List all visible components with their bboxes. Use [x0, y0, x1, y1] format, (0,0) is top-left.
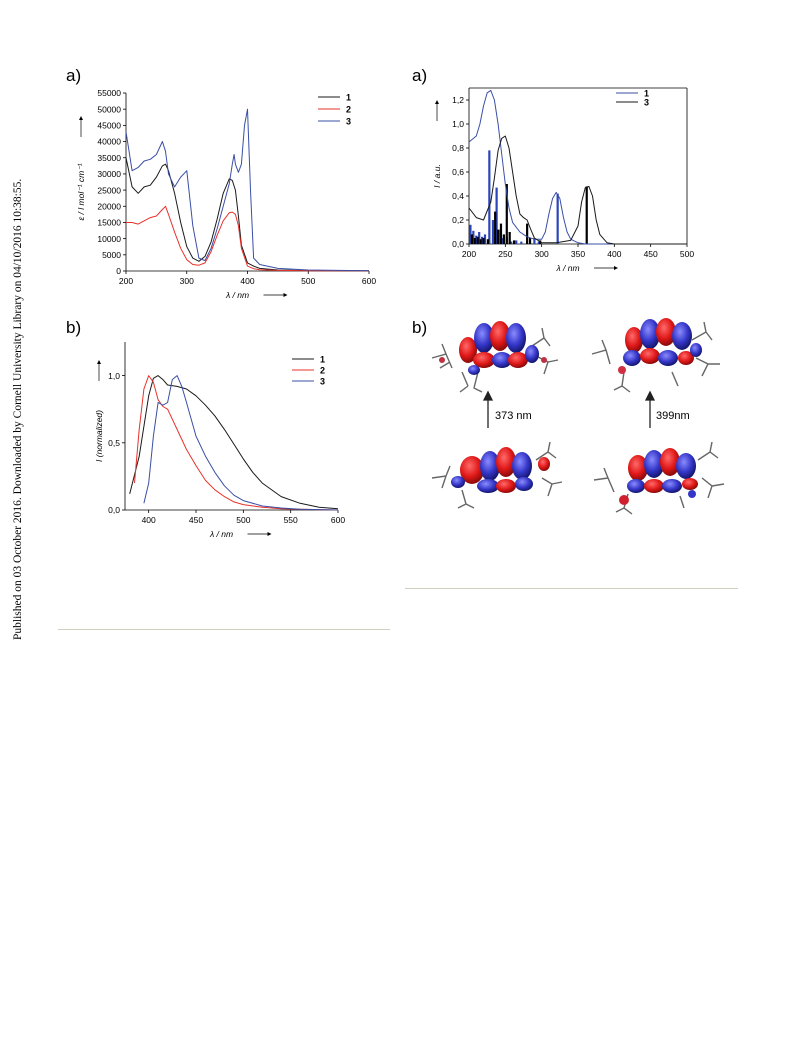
- series-line-3: [143, 375, 339, 511]
- x-axis-arrowhead: [614, 266, 618, 270]
- emission-chart: 400 450 500 550 600 0,0 0,5 1,0 λ / nm I (normali…: [94, 342, 345, 539]
- x-tick-label: 450: [189, 515, 203, 525]
- y-tick-label: 50000: [97, 104, 121, 114]
- y-tick-label: 15000: [97, 218, 121, 228]
- y-axis-label: I / a.u.: [432, 164, 442, 188]
- x-tick-label: 600: [362, 276, 376, 286]
- y-tick-label: 35000: [97, 153, 121, 163]
- legend-label-1: 1: [320, 355, 325, 365]
- y-tick-label: 0,8: [452, 143, 464, 153]
- y-tick-label: 5000: [102, 250, 121, 260]
- legend-label-2: 2: [320, 366, 325, 376]
- legend-label-2: 2: [346, 105, 351, 115]
- y-axis-arrowhead: [435, 100, 439, 104]
- y-tick-label: 0,2: [452, 215, 464, 225]
- x-axis-arrowhead: [283, 293, 288, 297]
- x-tick-label: 200: [462, 249, 476, 259]
- x-tick-label: 400: [607, 249, 621, 259]
- y-tick-label: 0,5: [108, 438, 120, 448]
- legend-label-1: 1: [346, 93, 351, 103]
- orbital-illustration: 373 nm 399nm: [431, 318, 725, 515]
- transition-arrow-left: [482, 390, 494, 428]
- x-tick-label: 300: [535, 249, 549, 259]
- y-tick-label: 40000: [97, 137, 121, 147]
- x-axis-label: λ / nm: [209, 529, 233, 539]
- panel-label-left-b: b): [66, 318, 82, 337]
- x-tick-label: 300: [180, 276, 194, 286]
- y-tick-label: 25000: [97, 185, 121, 195]
- x-axis-label: λ / nm: [225, 290, 249, 300]
- divider-right: [405, 588, 738, 589]
- y-axis-label: I (normalized): [94, 410, 104, 462]
- y-tick-label: 30000: [97, 169, 121, 179]
- x-tick-label: 400: [240, 276, 254, 286]
- x-tick-label: 450: [644, 249, 658, 259]
- panel-label-left-a: a): [66, 66, 82, 85]
- orbital-homo-left: [431, 441, 563, 509]
- series-line-3: [125, 108, 370, 272]
- y-tick-label: 0,0: [452, 239, 464, 249]
- x-tick-label: 600: [331, 515, 345, 525]
- x-tick-label: 400: [142, 515, 156, 525]
- y-axis-label: ε / l mol⁻¹ cm⁻¹: [76, 163, 86, 220]
- x-tick-label: 250: [498, 249, 512, 259]
- absorption-chart: 200 300 400 500 6000500010000150002000025000…: [76, 88, 376, 300]
- legend-label-3: 3: [644, 98, 649, 108]
- series-line-1: [125, 157, 370, 272]
- legend-label-3: 3: [346, 117, 351, 127]
- transition-label-left: 373 nm: [495, 410, 532, 422]
- y-axis-arrowhead: [79, 116, 83, 120]
- orbital-lumo-left: [431, 321, 559, 393]
- divider-left: [58, 629, 390, 630]
- y-tick-label: 55000: [97, 88, 121, 98]
- transition-label-right: 399nm: [656, 410, 690, 422]
- y-tick-label: 10000: [97, 234, 121, 244]
- y-tick-label: 0: [116, 266, 121, 276]
- y-tick-label: 0,4: [452, 191, 464, 201]
- y-tick-label: 1,2: [452, 95, 464, 105]
- panel-label-right-b: b): [412, 318, 428, 337]
- y-tick-label: 45000: [97, 121, 121, 131]
- y-axis-arrowhead: [97, 360, 101, 364]
- x-tick-label: 500: [301, 276, 315, 286]
- x-tick-label: 500: [680, 249, 694, 259]
- x-axis-arrowhead: [267, 532, 272, 536]
- series-line-1: [129, 375, 339, 510]
- series-line-2: [134, 375, 339, 511]
- x-tick-label: 200: [119, 276, 133, 286]
- y-tick-label: 0,6: [452, 167, 464, 177]
- x-tick-label: 500: [236, 515, 250, 525]
- x-axis-label: λ / nm: [555, 263, 579, 273]
- calculated-spectrum-chart: 200 250 300 350 400 450 500 0,0 0,2 0,4 0,6 0,8 1,0 1…: [432, 87, 694, 273]
- series-line-3: [468, 135, 687, 245]
- y-tick-label: 1,0: [108, 371, 120, 381]
- x-tick-label: 350: [571, 249, 585, 259]
- orbital-lumo-right: [591, 318, 720, 393]
- series-line-2: [126, 205, 370, 272]
- legend-label-3: 3: [320, 377, 325, 387]
- legend-label-1: 1: [644, 89, 649, 99]
- y-tick-label: 1,0: [452, 119, 464, 129]
- sidebar-publication-note: Published on 03 October 2016. Downloaded…: [2, 179, 24, 640]
- series-line-1: [468, 89, 687, 245]
- y-tick-label: 0,0: [108, 505, 120, 515]
- sidebar-text: Published on 03 October 2016. Downloaded…: [12, 178, 24, 640]
- y-tick-label: 20000: [97, 201, 121, 211]
- x-tick-label: 550: [284, 515, 298, 525]
- orbital-homo-right: [593, 441, 725, 515]
- panel-label-right-a: a): [412, 66, 428, 85]
- transition-arrow-right: [644, 390, 656, 428]
